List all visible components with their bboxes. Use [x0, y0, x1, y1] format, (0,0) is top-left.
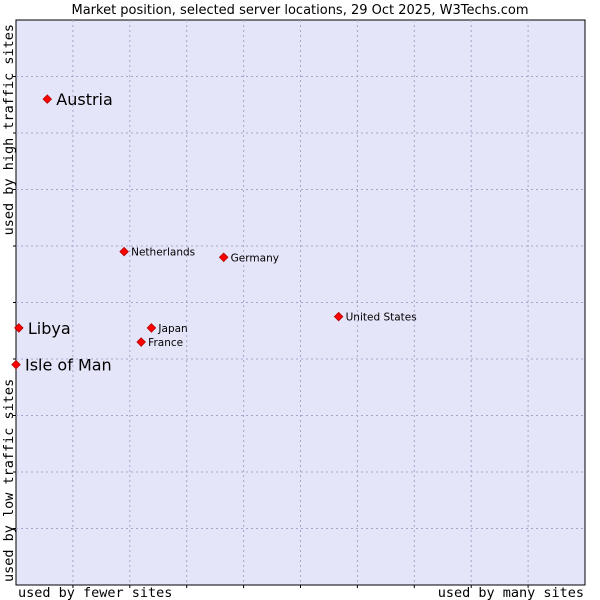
- point-label-united-states: United States: [346, 312, 417, 324]
- point-marker-isle-of-man: [11, 359, 21, 370]
- data-point-isle-of-man: Isle of Man: [11, 356, 112, 375]
- grid-lines: [16, 20, 585, 585]
- data-point-germany: Germany: [218, 252, 279, 264]
- point-label-austria: Austria: [56, 90, 113, 109]
- point-label-france: France: [148, 337, 183, 349]
- data-point-netherlands: Netherlands: [119, 246, 195, 259]
- data-points: Austria Netherlands Germany United States Li…: [11, 90, 417, 375]
- data-point-japan: Japan: [146, 323, 188, 335]
- data-point-france: France: [136, 337, 183, 349]
- point-marker-austria: [42, 94, 53, 104]
- point-label-netherlands: Netherlands: [131, 247, 195, 259]
- axis-ticks: [13, 76, 529, 588]
- point-label-isle-of-man: Isle of Man: [25, 356, 112, 375]
- point-marker-libya: [14, 323, 24, 333]
- point-marker-netherlands: [119, 246, 129, 257]
- point-marker-france: [136, 337, 146, 347]
- point-label-japan: Japan: [157, 323, 187, 335]
- chart-title: Market position, selected server locatio…: [71, 3, 528, 18]
- data-point-united-states: United States: [333, 311, 417, 324]
- point-marker-germany: [218, 252, 229, 263]
- data-point-austria: Austria: [42, 90, 113, 109]
- point-label-germany: Germany: [231, 252, 279, 264]
- point-label-libya: Libya: [28, 319, 71, 338]
- point-marker-japan: [146, 323, 157, 333]
- x-axis-label-left: used by fewer sites: [18, 585, 172, 600]
- data-point-libya: Libya: [14, 319, 71, 338]
- x-axis-label-right: used by many sites: [438, 585, 584, 600]
- y-axis-label-top: used by high traffic sites: [1, 24, 17, 235]
- point-marker-united-states: [333, 311, 344, 322]
- y-axis-label-bottom: used by low traffic sites: [1, 379, 17, 582]
